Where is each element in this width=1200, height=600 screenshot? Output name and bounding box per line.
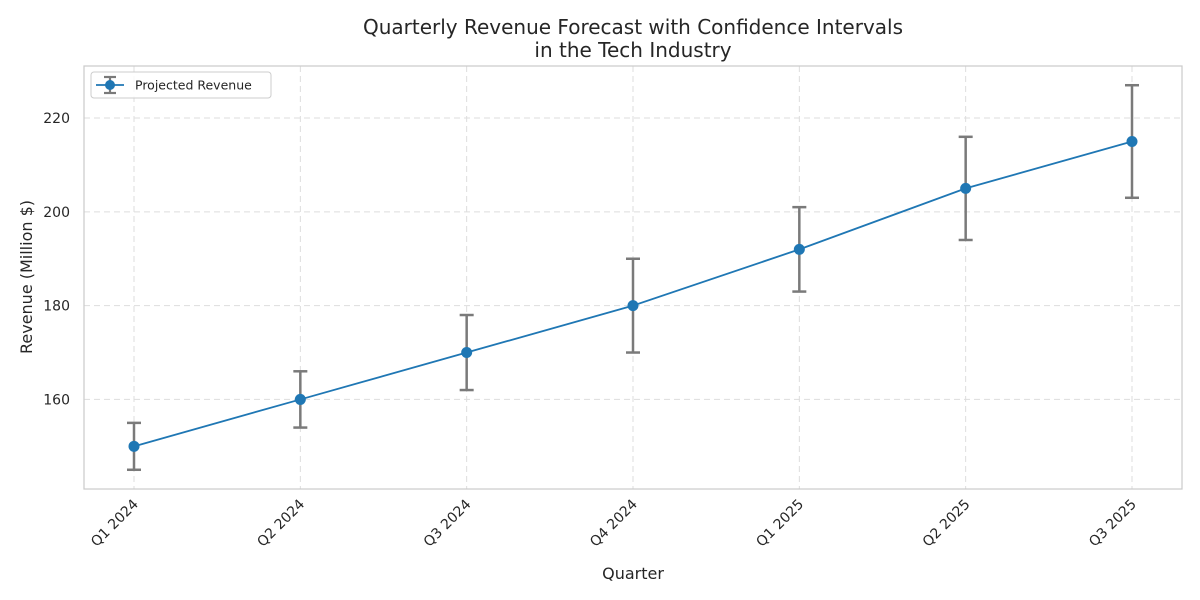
data-point — [1126, 136, 1138, 148]
legend-label: Projected Revenue — [135, 78, 252, 93]
legend-box — [90, 71, 272, 99]
plot-frame — [83, 65, 1183, 490]
y-axis-label: Revenue (Million $) — [17, 200, 36, 354]
legend: Projected Revenue — [90, 71, 272, 99]
chart-title-line-2: in the Tech Industry — [534, 38, 731, 62]
data-points — [128, 136, 1138, 452]
data-point — [294, 393, 306, 405]
y-tick-label: 200 — [43, 205, 70, 221]
chart-title-line-1: Quarterly Revenue Forecast with Confiden… — [363, 15, 903, 39]
legend-marker-swatch — [105, 80, 115, 90]
data-point — [461, 347, 473, 359]
data-point — [793, 243, 805, 255]
y-tick-label: 220 — [43, 111, 70, 127]
data-point — [128, 440, 140, 452]
error-bars — [127, 83, 1139, 472]
data-point — [627, 300, 639, 312]
data-point — [960, 182, 972, 194]
y-tick-label: 160 — [43, 392, 70, 408]
y-axis-ticks: 160 180 200 220 — [43, 111, 70, 408]
y-tick-label: 180 — [43, 299, 70, 315]
x-axis-label: Quarter — [602, 564, 664, 583]
